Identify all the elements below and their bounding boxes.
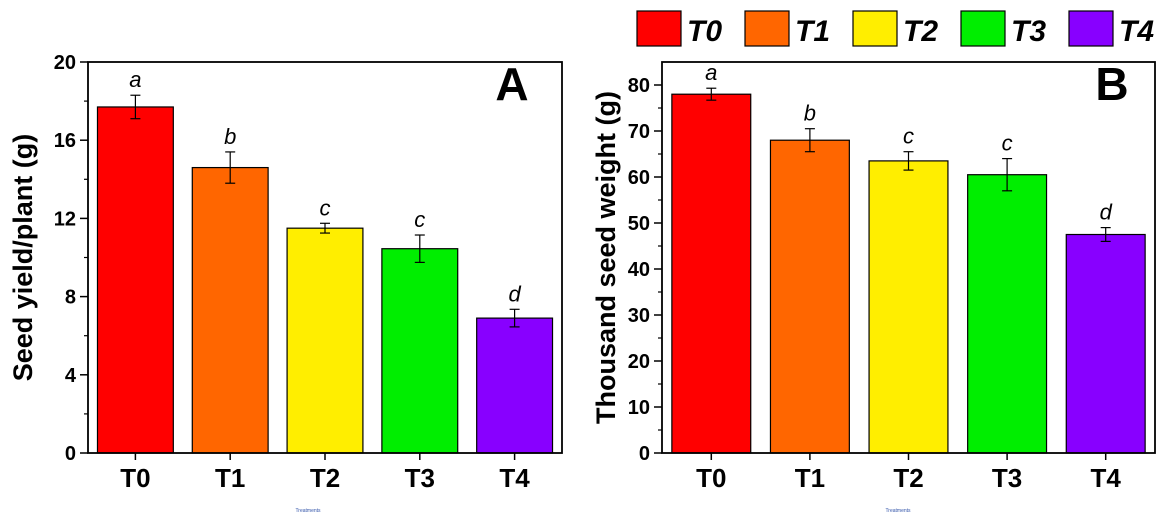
y-axis-label: Seed yield/plant (g) [8, 134, 38, 382]
panel-a: a T0 b T1 c T2 c T3 d T4 0 4 8 12 16 20 Seed yield/plant… [8, 52, 563, 514]
y-tick-label: 80 [628, 75, 650, 97]
legend-label-t2: T2 [903, 15, 938, 48]
legend-label-t4: T4 [1119, 15, 1154, 48]
x-tick-label-t3: T3 [992, 463, 1022, 493]
x-tick-label-t3: T3 [405, 463, 435, 493]
bar-t2 [286, 227, 364, 454]
bar-t1 [769, 139, 850, 454]
plot-frame [87, 61, 563, 454]
bar-t3 [381, 248, 459, 454]
panel-letter: A [495, 58, 528, 110]
legend-swatch-t1 [744, 10, 790, 47]
bar-t3 [967, 174, 1048, 454]
bar-t0 [96, 106, 174, 454]
significance-letter-t2: c [903, 124, 914, 149]
x-tick-label-t2: T2 [893, 463, 923, 493]
y-tick-label: 60 [628, 167, 650, 189]
y-tick-label: 30 [628, 305, 650, 327]
bar-t2 [868, 160, 949, 454]
bar-t4 [1065, 233, 1146, 454]
significance-letter-t0: a [129, 67, 141, 92]
y-tick-label: 10 [628, 397, 650, 419]
bar-t4 [476, 317, 554, 454]
bar-t0 [671, 93, 752, 454]
legend: T0 T1 T2 T3 T4 [636, 10, 1154, 48]
x-tick-label-t2: T2 [310, 463, 340, 493]
significance-letter-t3: c [1002, 131, 1013, 156]
y-tick-label: 0 [639, 443, 650, 465]
y-tick-label: 8 [65, 287, 76, 309]
panel-b: a T0 b T1 c T2 c T3 d T4 0 10 20 30 40 50 60 70 80 Thousand… [591, 58, 1156, 514]
x-axis-label: Treatments [295, 508, 321, 514]
legend-swatch-t3 [960, 10, 1006, 47]
legend-swatch-t4 [1068, 10, 1114, 47]
panel-letter: B [1095, 58, 1128, 110]
bar-t1 [191, 166, 269, 454]
x-axis-label: Treatments [885, 508, 911, 514]
y-tick-label: 20 [628, 351, 650, 373]
plot-frame [661, 61, 1156, 454]
significance-letter-t1: b [224, 124, 236, 149]
significance-letter-t0: a [705, 60, 717, 85]
x-tick-label-t1: T1 [795, 463, 825, 493]
y-tick-label: 50 [628, 213, 650, 235]
significance-letter-t4: d [508, 281, 521, 306]
y-axis-label: Thousand seed weight (g) [591, 91, 621, 424]
legend-label-t3: T3 [1011, 15, 1046, 48]
y-tick-label: 4 [65, 365, 77, 387]
y-tick-label: 12 [54, 208, 76, 230]
y-tick-label: 40 [628, 259, 650, 281]
y-tick-label: 20 [54, 52, 76, 74]
significance-letter-t3: c [414, 207, 425, 232]
x-tick-label-t4: T4 [1091, 463, 1122, 493]
x-tick-label-t0: T0 [696, 463, 726, 493]
legend-swatch-t2 [852, 10, 898, 47]
significance-letter-t1: b [804, 101, 816, 126]
y-tick-label: 16 [54, 130, 76, 152]
legend-label-t1: T1 [795, 15, 830, 48]
significance-letter-t4: d [1100, 200, 1113, 225]
x-tick-label-t1: T1 [215, 463, 245, 493]
x-tick-label-t0: T0 [120, 463, 150, 493]
legend-label-t0: T0 [687, 15, 722, 48]
legend-swatch-t0 [636, 10, 682, 47]
y-tick-label: 70 [628, 121, 650, 143]
y-tick-label: 0 [65, 443, 76, 465]
x-tick-label-t4: T4 [499, 463, 530, 493]
significance-letter-t2: c [320, 195, 331, 220]
